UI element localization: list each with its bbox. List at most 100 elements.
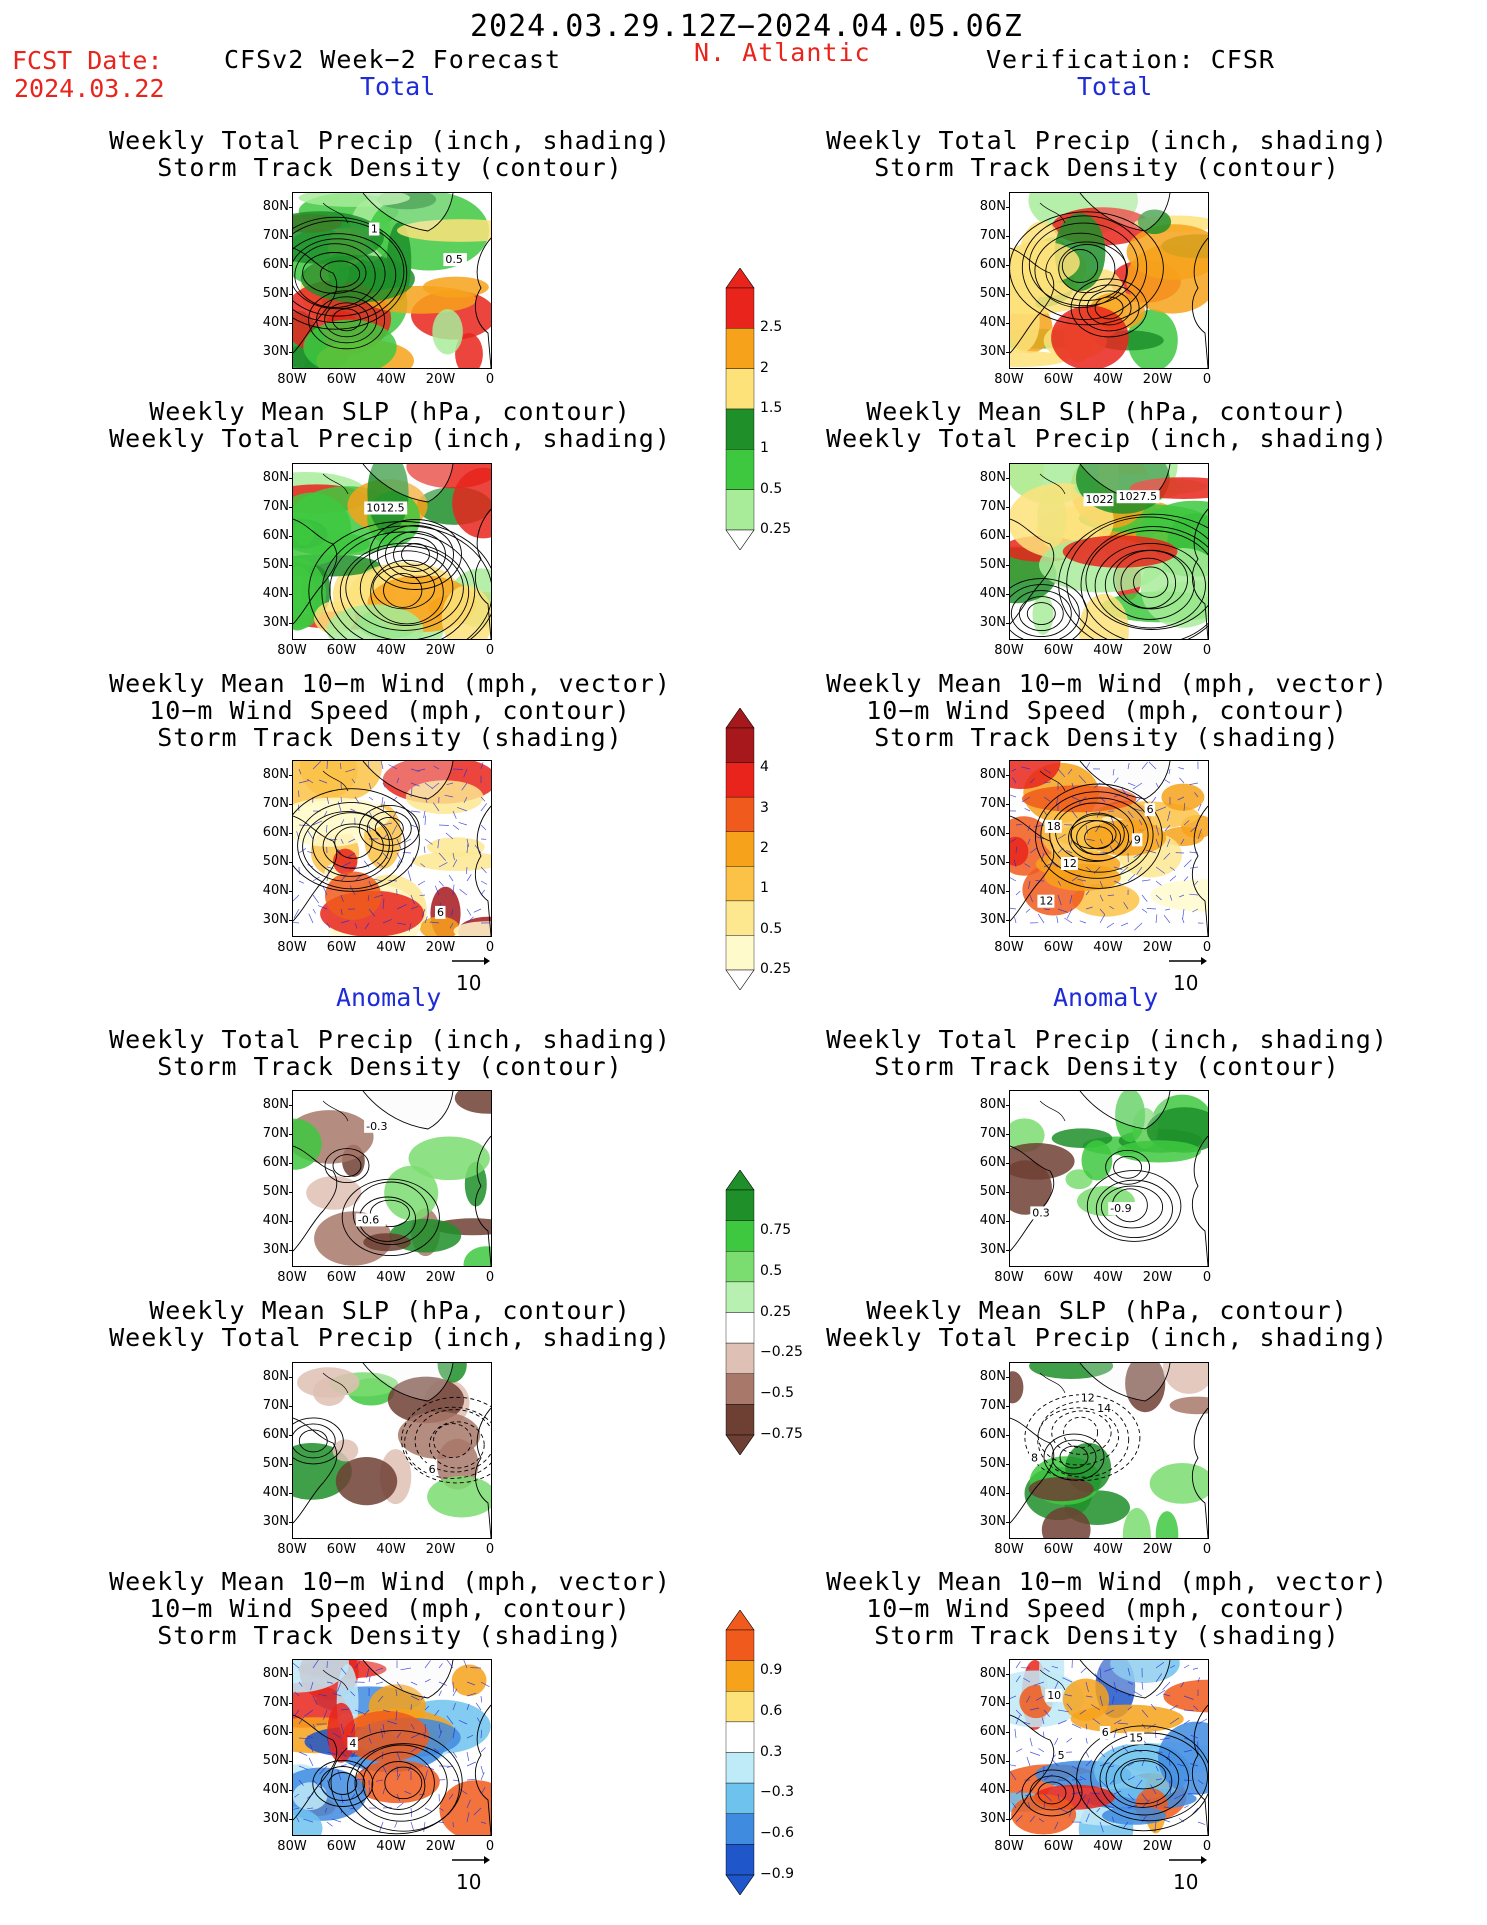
coastline bbox=[474, 237, 491, 368]
wind-vector bbox=[348, 838, 356, 843]
lon-tick-label: 0 bbox=[485, 643, 495, 658]
lat-tick-label: 60N bbox=[262, 257, 289, 272]
wind-vector bbox=[410, 1733, 421, 1739]
wind-vector bbox=[1054, 1737, 1059, 1745]
title-total-obs-precip: Weekly Total Precip (inch, shading) Stor… bbox=[826, 126, 1388, 182]
coastline bbox=[322, 1100, 349, 1122]
wind-vector bbox=[380, 1728, 384, 1739]
colorbar-tick-label: −0.9 bbox=[760, 1866, 794, 1882]
lat-tick-mark bbox=[1006, 862, 1010, 863]
colorbar-swatch bbox=[725, 1342, 755, 1374]
wind-vector bbox=[452, 1688, 458, 1697]
wind-vector bbox=[437, 838, 440, 849]
lat-tick-mark bbox=[1006, 265, 1010, 266]
colorbar-tick-label: 2.5 bbox=[760, 319, 783, 336]
lon-tick-label: 20W bbox=[1142, 1542, 1173, 1557]
wind-vector bbox=[1085, 838, 1095, 841]
wind-vector bbox=[1099, 908, 1106, 915]
contour-label: 4 bbox=[349, 1737, 356, 1750]
shade-cell bbox=[1137, 209, 1172, 235]
wind-vector bbox=[1025, 908, 1031, 913]
shade-cell bbox=[1150, 879, 1208, 912]
lat-tick-label: 70N bbox=[979, 1695, 1006, 1710]
wind-vector bbox=[312, 1723, 316, 1729]
contour-label-box bbox=[1078, 1391, 1096, 1405]
contour-line bbox=[297, 801, 406, 890]
lat-tick-mark bbox=[1006, 594, 1010, 595]
colorbar-swatch bbox=[725, 408, 755, 450]
colorbar-tick-label: −0.75 bbox=[760, 1426, 803, 1442]
wind-vector bbox=[410, 894, 415, 905]
wind-vector bbox=[379, 1821, 384, 1833]
wind-vector bbox=[1029, 778, 1035, 784]
contour-label: 8 bbox=[1031, 1452, 1038, 1465]
shade-cell bbox=[1010, 836, 1029, 866]
wind-vector bbox=[448, 874, 454, 882]
wind-vector bbox=[337, 801, 342, 812]
wind-vector bbox=[423, 1821, 426, 1832]
lat-tick-label: 50N bbox=[979, 557, 1006, 572]
contour-line bbox=[1086, 1170, 1182, 1242]
contour-line bbox=[312, 1760, 374, 1807]
contour-label-box bbox=[368, 222, 380, 236]
wind-vector bbox=[1155, 838, 1160, 848]
lat-tick-mark bbox=[289, 478, 293, 479]
wind-vector bbox=[1141, 1709, 1149, 1718]
lon-tick-label: 60W bbox=[326, 1542, 357, 1557]
shade-cell bbox=[1010, 291, 1040, 353]
wind-vector bbox=[1134, 922, 1143, 931]
left-anomaly-label: Anomaly bbox=[336, 983, 442, 1012]
wind-vector bbox=[340, 1723, 345, 1735]
lon-tick-label: 80W bbox=[994, 940, 1024, 955]
lat-tick-mark bbox=[1006, 1761, 1010, 1762]
wind-vector bbox=[312, 761, 322, 770]
wind-vector bbox=[1029, 847, 1037, 854]
wind-vector bbox=[396, 777, 400, 784]
wind-vector bbox=[1138, 819, 1143, 826]
colorbar-tick-label: 1 bbox=[760, 880, 769, 897]
wind-vector bbox=[1166, 1751, 1171, 1761]
wind-vector bbox=[368, 810, 372, 817]
map-panel-wind-track-total-verification: 12 9 18 6 12 bbox=[1009, 760, 1209, 937]
contour-line bbox=[359, 550, 454, 627]
wind-vector bbox=[466, 838, 470, 848]
lat-tick-label: 70N bbox=[979, 1398, 1006, 1413]
coastline bbox=[1191, 1704, 1208, 1835]
wind-vector bbox=[298, 1751, 308, 1756]
coastline bbox=[1010, 1417, 1055, 1524]
lat-tick-label: 40N bbox=[979, 883, 1006, 898]
wind-vector bbox=[1010, 907, 1017, 910]
lon-tick-label: 20W bbox=[1142, 1270, 1173, 1285]
colorbar-tick-label: 0.25 bbox=[760, 521, 792, 537]
wind-vector bbox=[1178, 767, 1185, 770]
wind-vector bbox=[424, 1807, 432, 1812]
wind-vector bbox=[1141, 879, 1151, 882]
wind-vector bbox=[1015, 1748, 1023, 1753]
lon-tick-label: 40W bbox=[376, 1270, 406, 1285]
wind-vector bbox=[480, 1772, 485, 1781]
colorbar-swatch bbox=[725, 1629, 755, 1661]
colorbar-top-arrow bbox=[725, 1609, 755, 1631]
wind-vector bbox=[377, 1695, 384, 1703]
wind-vector bbox=[363, 860, 370, 868]
lat-tick-mark bbox=[1006, 323, 1010, 324]
contour-line bbox=[1051, 1439, 1097, 1475]
wind-vector bbox=[1079, 1776, 1087, 1781]
contour-line bbox=[352, 1181, 429, 1246]
wind-vector bbox=[293, 1807, 300, 1810]
wind-vector bbox=[1109, 845, 1115, 854]
wind-vector bbox=[1112, 768, 1115, 776]
contour-line bbox=[1066, 516, 1208, 639]
shade-cell bbox=[298, 193, 410, 207]
wind-vector bbox=[1133, 1691, 1143, 1697]
shade-cell bbox=[455, 333, 483, 368]
wind-vector bbox=[480, 1695, 483, 1703]
wind-vector bbox=[1062, 1677, 1073, 1683]
colorbar-anom-track bbox=[720, 1609, 760, 1899]
wind-vector bbox=[410, 810, 421, 813]
wind-vector bbox=[1189, 866, 1199, 869]
lat-tick-mark bbox=[1006, 478, 1010, 479]
contour-line bbox=[1037, 1781, 1067, 1805]
colorbar-total-precip bbox=[720, 267, 760, 554]
wind-vector bbox=[1169, 866, 1176, 871]
